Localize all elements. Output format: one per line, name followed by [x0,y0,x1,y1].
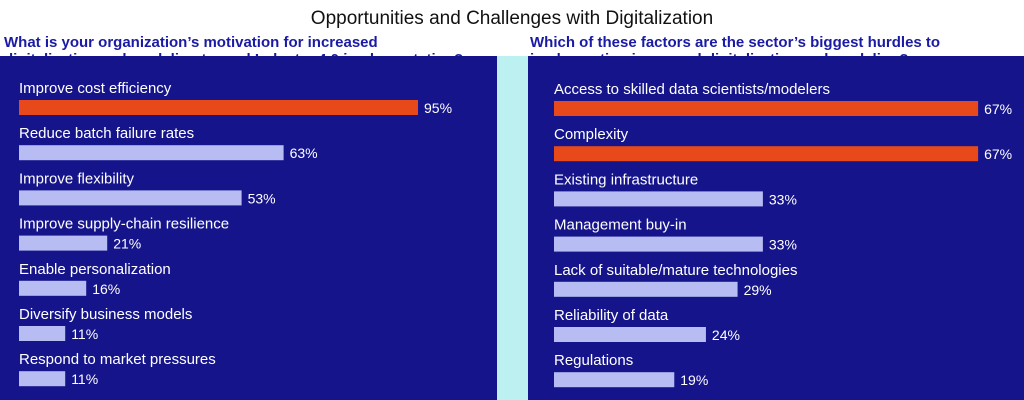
value-label: 24% [712,327,740,343]
category-label: Management buy-in [554,217,687,234]
value-label: 29% [744,282,772,298]
value-label: 63% [290,145,318,161]
category-label: Reduce batch failure rates [19,125,194,142]
bar [554,236,763,252]
bar [554,101,979,116]
category-label: Complexity [554,126,629,143]
category-label: Respond to market pressures [19,351,216,368]
bar [554,327,706,342]
category-label: Improve cost efficiency [19,80,172,97]
bar [19,280,87,296]
category-label: Enable personalization [19,261,171,278]
category-label: Existing infrastructure [554,171,698,188]
bar [19,235,108,251]
bar [19,371,66,387]
value-label: 33% [769,191,797,207]
value-label: 21% [113,236,141,252]
value-label: 67% [984,101,1012,117]
value-label: 19% [680,372,708,388]
value-label: 16% [92,281,120,297]
hurdles-bar-chart: Access to skilled data scientists/modele… [554,81,1012,388]
panel-divider [497,56,528,400]
bar [19,145,284,161]
category-label: Regulations [554,352,633,369]
bar [19,190,242,206]
value-label: 11% [71,326,98,342]
value-label: 11% [71,371,98,387]
bar [554,281,738,297]
bar [19,326,66,341]
value-label: 67% [984,146,1012,162]
category-label: Improve supply-chain resilience [19,216,229,233]
category-label: Reliability of data [554,307,669,324]
motivation-bar-chart: Improve cost efficiency 95% Reduce batch f… [19,80,452,387]
left-question-line-1: What is your organization’s motivation f… [4,34,378,51]
bar [19,100,418,115]
bar [554,146,979,162]
value-label: 33% [769,237,797,253]
chart-title: Opportunities and Challenges with Digita… [310,8,714,29]
value-label: 53% [248,190,276,206]
category-label: Diversify business models [19,306,192,323]
bar [554,372,675,388]
right-question-line-1: Which of these factors are the sector’s … [530,34,941,51]
category-label: Improve flexibility [19,170,135,187]
bar [554,191,763,207]
value-label: 95% [424,100,452,116]
category-label: Lack of suitable/mature technologies [554,262,797,279]
category-label: Access to skilled data scientists/modele… [554,81,830,98]
